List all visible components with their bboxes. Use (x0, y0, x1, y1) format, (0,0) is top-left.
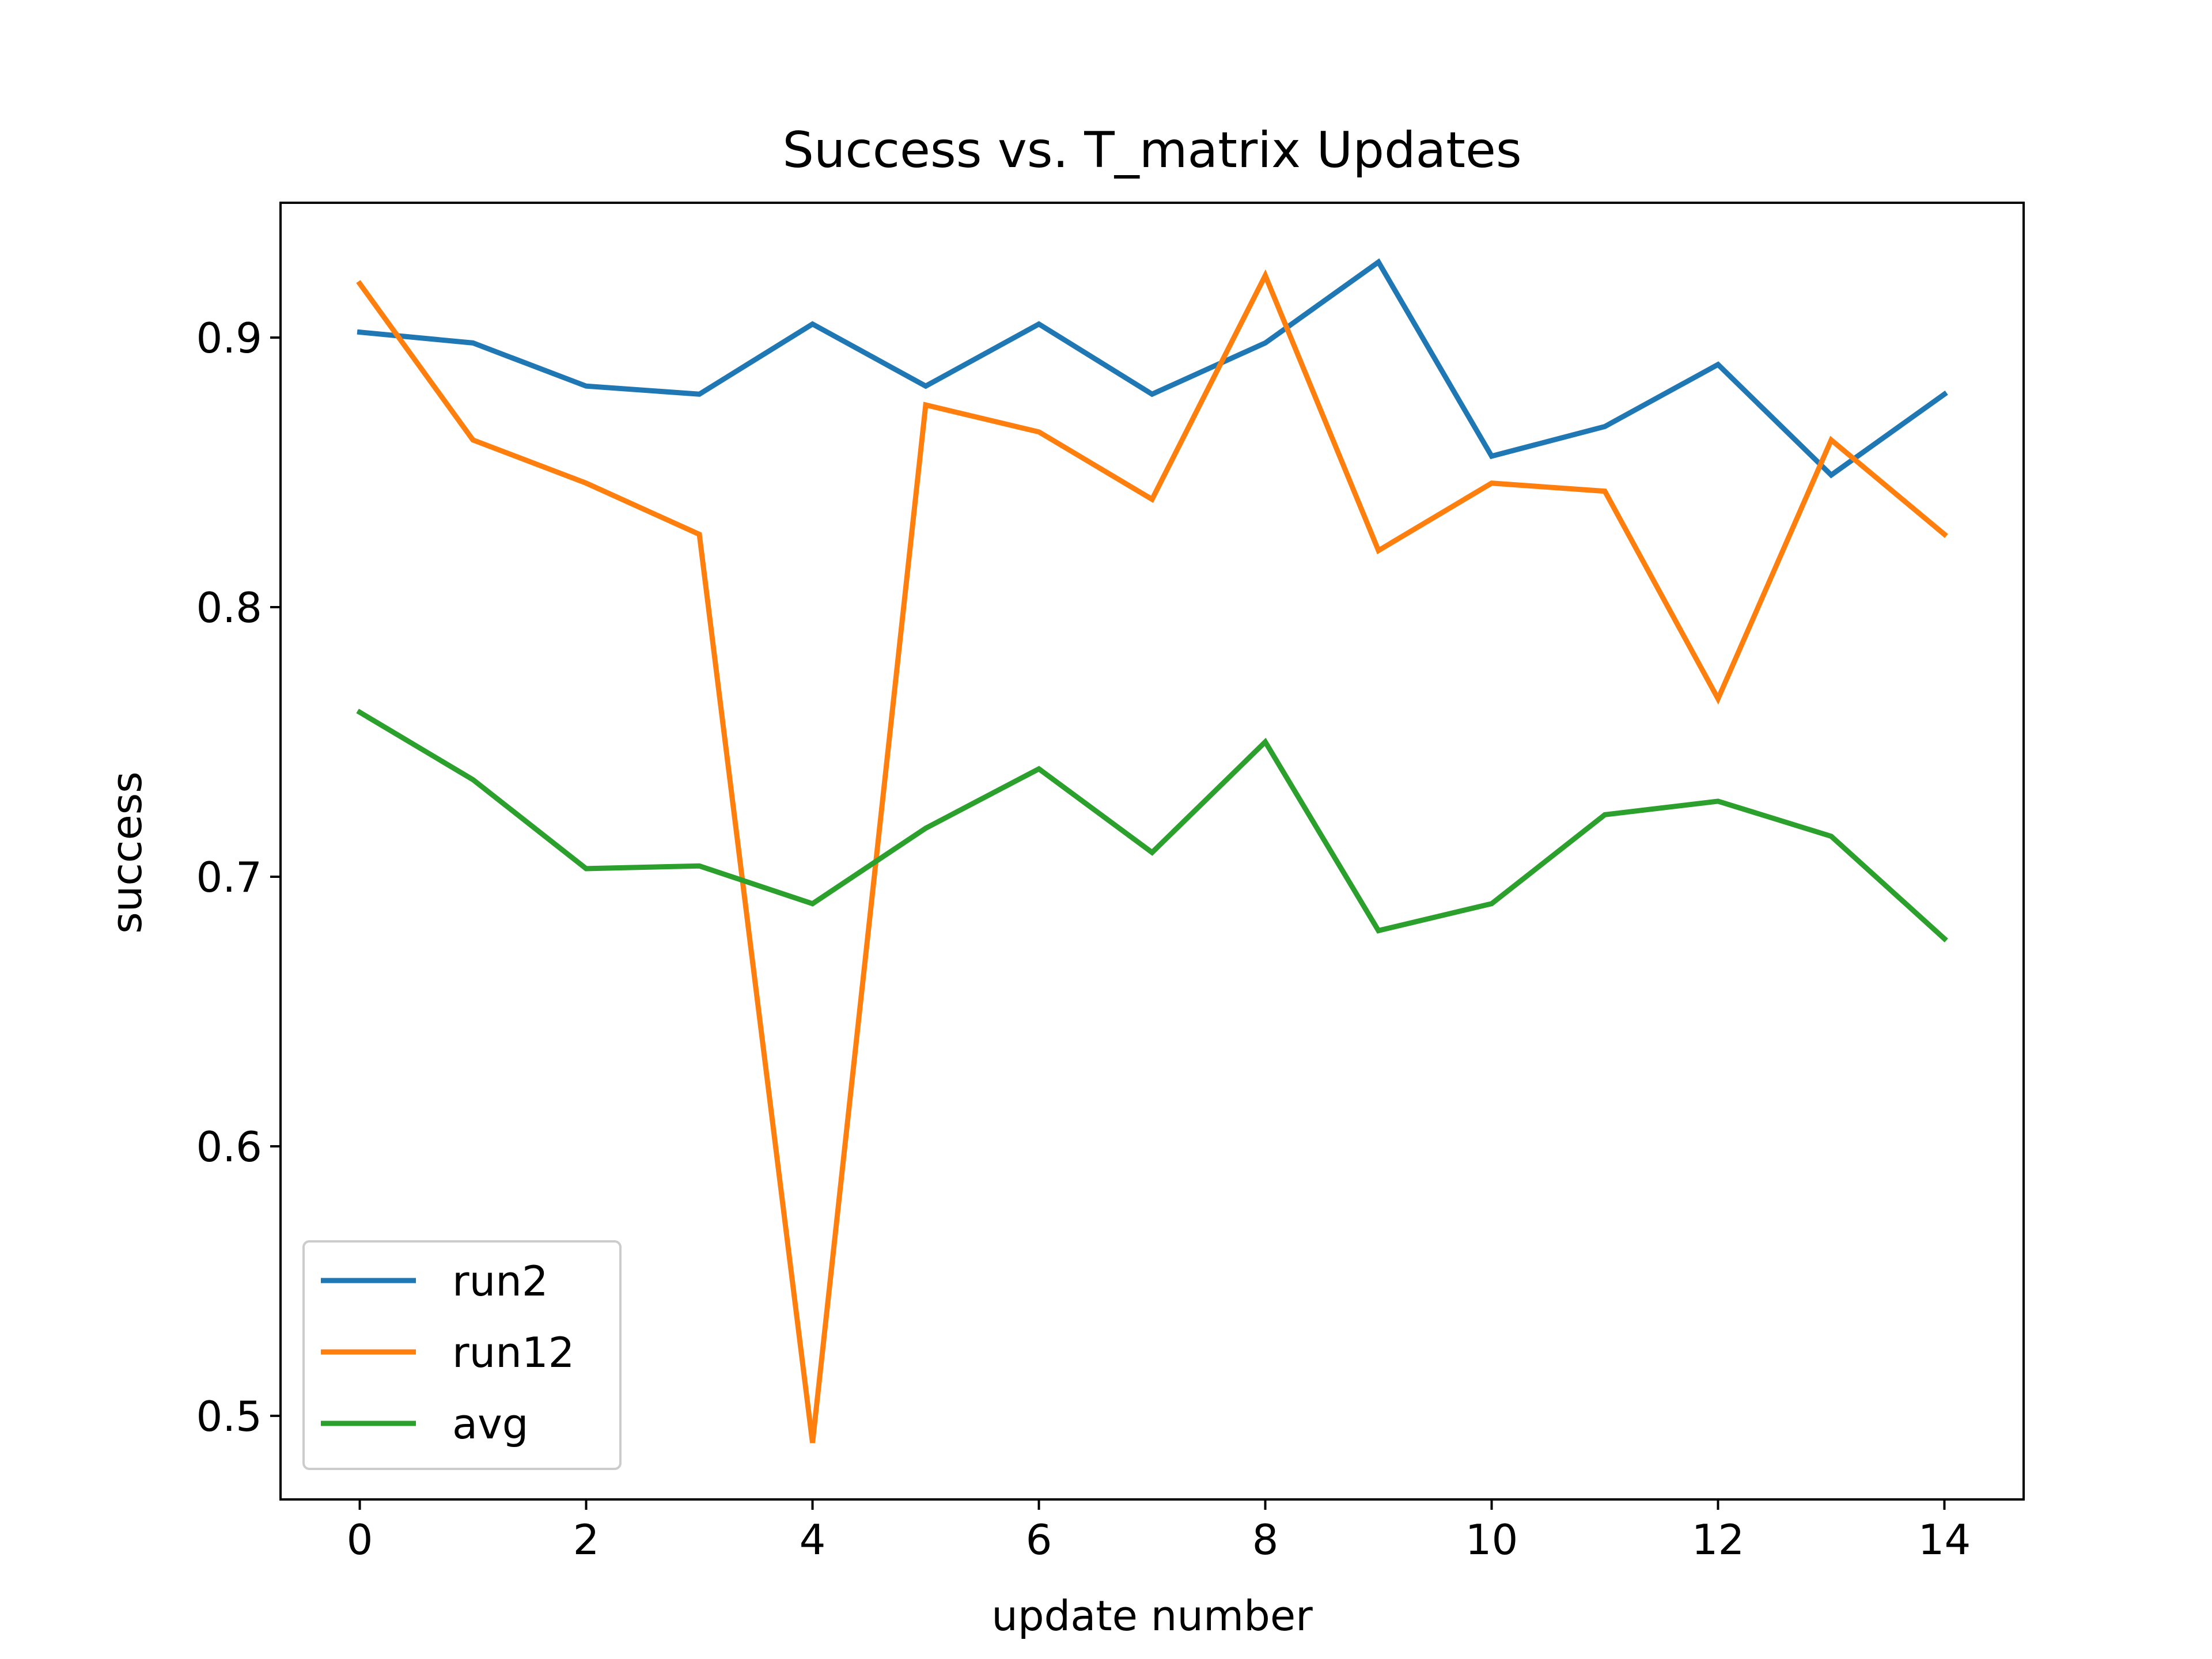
y-tick-label-1: 0.6 (196, 1123, 262, 1171)
y-tick-label-4: 0.9 (196, 314, 262, 362)
legend-label-run2: run2 (452, 1257, 548, 1305)
series-line-run12 (356, 269, 1948, 1444)
x-tick-label-2: 4 (800, 1516, 826, 1564)
x-tick-label-1: 2 (573, 1516, 600, 1564)
x-axis-label: update number (991, 1592, 1313, 1640)
y-tick-label-2: 0.7 (196, 853, 262, 902)
legend-label-run12: run12 (452, 1328, 574, 1377)
x-axis: 0 2 4 6 8 10 12 14 (347, 1499, 1971, 1564)
x-tick-label-6: 12 (1692, 1516, 1745, 1564)
series-line-avg (356, 709, 1948, 942)
chart-title: Success vs. T_matrix Updates (782, 122, 1521, 179)
x-tick-label-5: 10 (1465, 1516, 1518, 1564)
x-tick-label-4: 8 (1252, 1516, 1279, 1564)
legend: run2 run12 avg (302, 1240, 622, 1470)
y-axis-label: success (103, 771, 151, 934)
y-axis: 0.5 0.6 0.7 0.8 0.9 (196, 314, 281, 1441)
legend-label-avg: avg (452, 1400, 528, 1448)
x-tick-label-0: 0 (347, 1516, 373, 1564)
series-layer (356, 258, 1948, 1444)
plot-frame (279, 202, 2025, 1501)
x-tick-label-7: 14 (1918, 1516, 1971, 1564)
y-tick-label-0: 0.5 (196, 1392, 262, 1441)
x-tick-label-3: 6 (1026, 1516, 1052, 1564)
legend-box (302, 1240, 622, 1470)
y-tick-label-3: 0.8 (196, 584, 262, 632)
series-line-run2 (357, 258, 1948, 479)
